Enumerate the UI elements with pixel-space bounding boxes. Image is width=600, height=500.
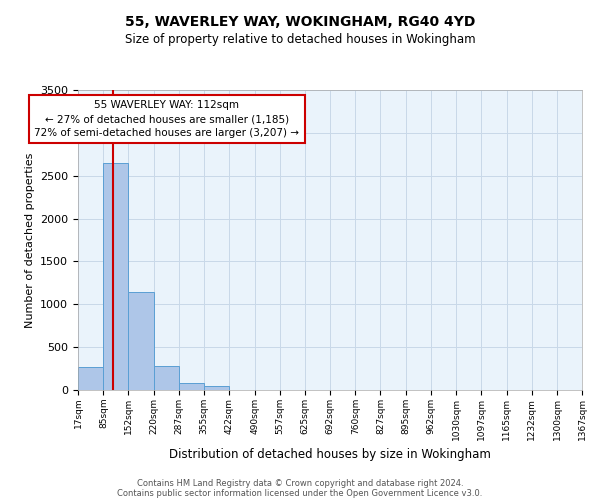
Bar (154, 366, 179, 390)
Y-axis label: Number of detached properties: Number of detached properties (25, 152, 35, 328)
Text: 55, WAVERLEY WAY, WOKINGHAM, RG40 4YD: 55, WAVERLEY WAY, WOKINGHAM, RG40 4YD (125, 15, 475, 29)
Text: Size of property relative to detached houses in Wokingham: Size of property relative to detached ho… (125, 32, 475, 46)
Text: Contains public sector information licensed under the Open Government Licence v3: Contains public sector information licen… (118, 488, 482, 498)
Bar (78, 367, 103, 390)
X-axis label: Distribution of detached houses by size in Wokingham: Distribution of detached houses by size … (169, 448, 491, 461)
Bar (204, 386, 229, 390)
Bar (103, 163, 128, 390)
Bar (179, 383, 204, 390)
Text: Contains HM Land Registry data © Crown copyright and database right 2024.: Contains HM Land Registry data © Crown c… (137, 478, 463, 488)
Text: 55 WAVERLEY WAY: 112sqm
← 27% of detached houses are smaller (1,185)
72% of semi: 55 WAVERLEY WAY: 112sqm ← 27% of detache… (34, 100, 299, 138)
Bar (128, 292, 154, 390)
